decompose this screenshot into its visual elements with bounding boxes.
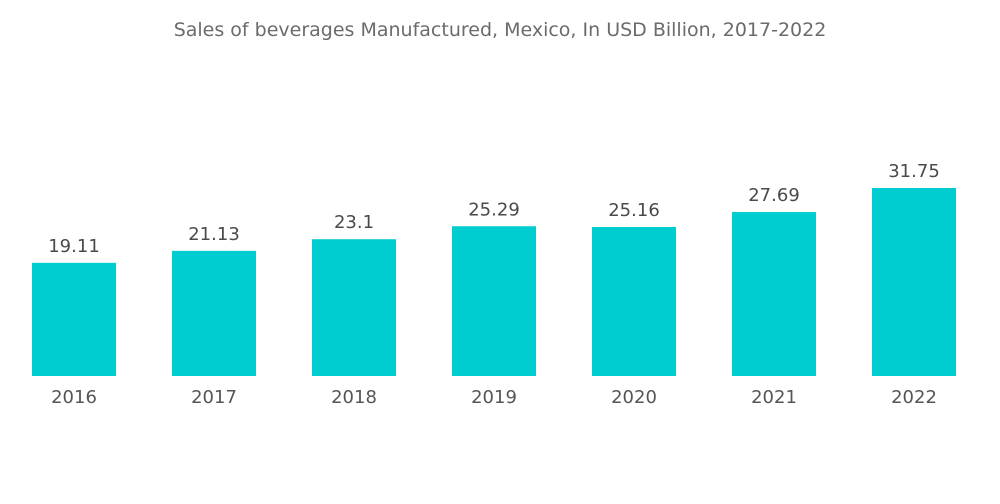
x-tick-2016: 2016 bbox=[51, 387, 97, 408]
data-label-2020: 25.16 bbox=[608, 200, 660, 221]
x-tick-2022: 2022 bbox=[891, 387, 937, 408]
x-tick-2020: 2020 bbox=[611, 387, 657, 408]
data-label-2016: 19.11 bbox=[48, 236, 100, 257]
data-label-2017: 21.13 bbox=[188, 224, 240, 245]
bar-2019 bbox=[452, 226, 536, 376]
bar-2020 bbox=[592, 227, 676, 376]
x-tick-2017: 2017 bbox=[191, 387, 237, 408]
data-label-2019: 25.29 bbox=[468, 199, 520, 220]
data-label-2018: 23.1 bbox=[334, 212, 374, 233]
chart-title: Sales of beverages Manufactured, Mexico,… bbox=[174, 19, 827, 41]
bar-2017 bbox=[172, 250, 256, 376]
bar-2021 bbox=[732, 212, 816, 376]
x-tick-2021: 2021 bbox=[751, 387, 797, 408]
data-label-2022: 31.75 bbox=[888, 161, 940, 182]
bar-2022 bbox=[872, 188, 956, 376]
x-tick-2019: 2019 bbox=[471, 387, 517, 408]
bars-group: 19.11 2016 21.13 2017 23.1 2018 25.29 2019 25.16… bbox=[32, 161, 956, 408]
x-tick-2018: 2018 bbox=[331, 387, 377, 408]
bar-2018 bbox=[312, 239, 396, 376]
bar-2016 bbox=[32, 262, 116, 376]
data-label-2021: 27.69 bbox=[748, 185, 800, 206]
